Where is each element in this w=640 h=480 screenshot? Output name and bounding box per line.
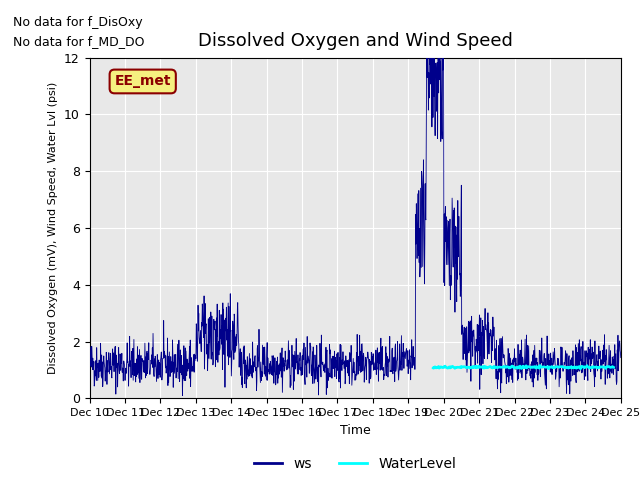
X-axis label: Time: Time bbox=[340, 424, 371, 437]
Y-axis label: Dissolved Oxygen (mV), Wind Speed, Water Lvl (psi): Dissolved Oxygen (mV), Wind Speed, Water… bbox=[49, 82, 58, 374]
Text: No data for f_DisOxy: No data for f_DisOxy bbox=[13, 16, 143, 29]
Text: EE_met: EE_met bbox=[115, 74, 171, 88]
Text: No data for f_MD_DO: No data for f_MD_DO bbox=[13, 35, 144, 48]
Legend: ws, WaterLevel: ws, WaterLevel bbox=[249, 452, 461, 477]
Title: Dissolved Oxygen and Wind Speed: Dissolved Oxygen and Wind Speed bbox=[198, 33, 513, 50]
